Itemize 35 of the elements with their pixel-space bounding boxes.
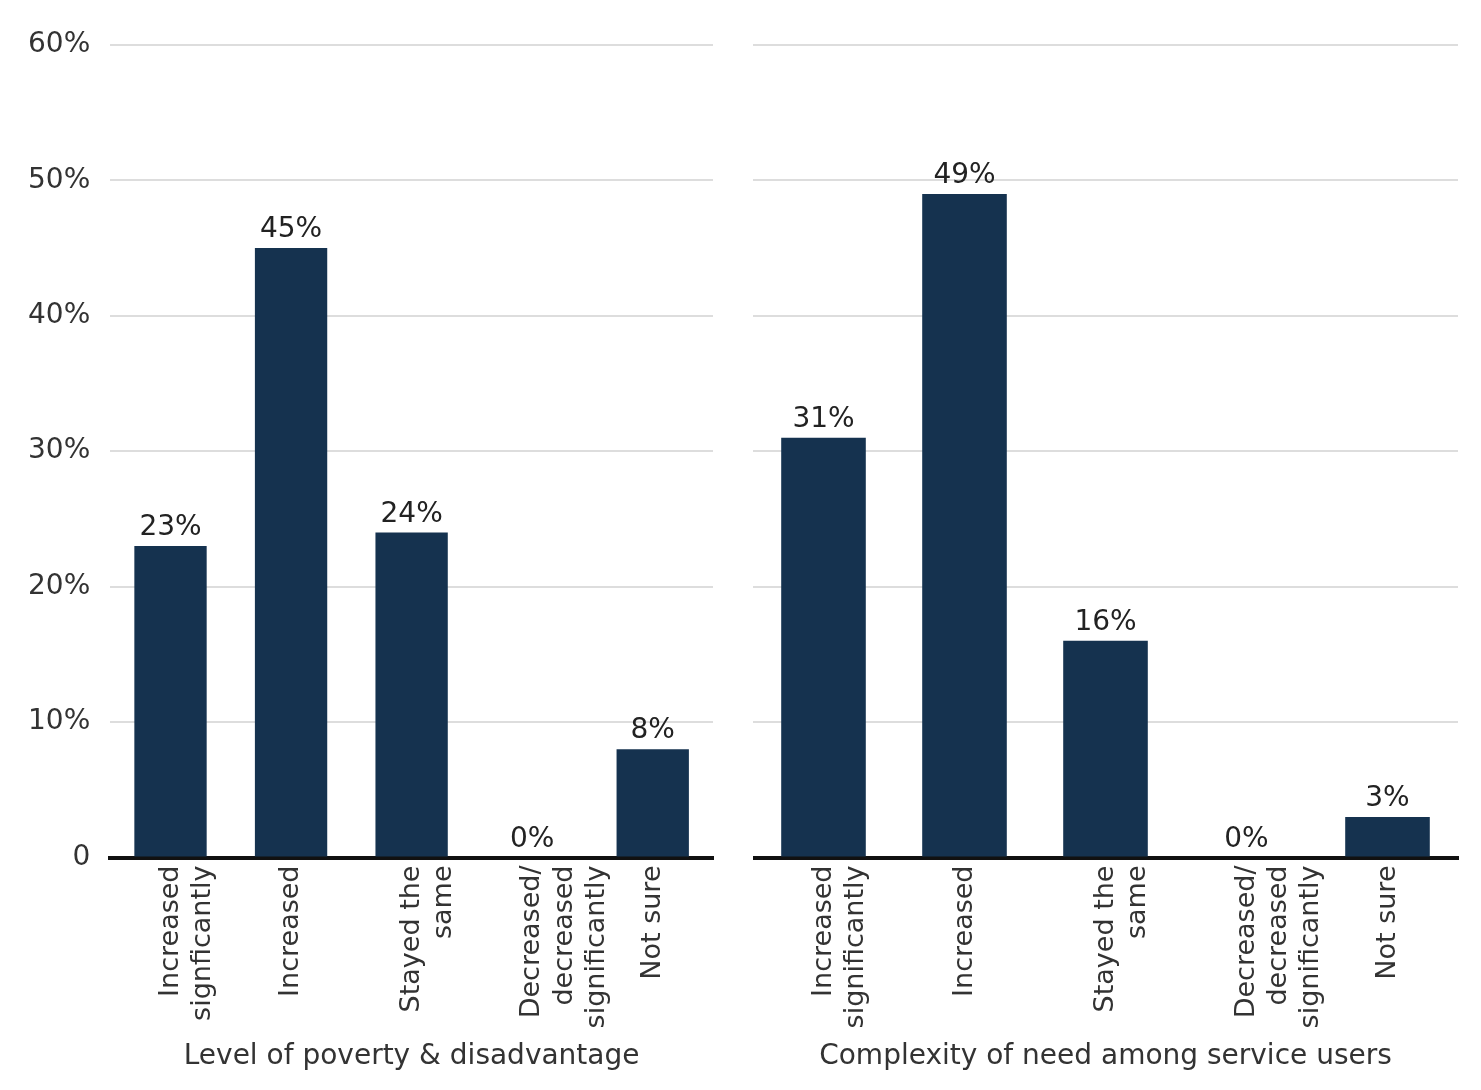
bar xyxy=(1063,640,1148,857)
x-tick-label: Increased signficantly xyxy=(152,865,216,1021)
y-tick-label: 40% xyxy=(28,296,91,330)
x-tick-label: Increased significantly xyxy=(805,865,869,1029)
data-label: 16% xyxy=(1074,604,1137,638)
x-axis-title: Level of poverty & disadvantage xyxy=(183,1038,640,1072)
data-label: 24% xyxy=(380,495,443,529)
x-tick-label: Not sure xyxy=(634,865,666,980)
data-label: 49% xyxy=(933,157,996,191)
data-label: 8% xyxy=(630,712,675,746)
y-tick-label: 20% xyxy=(28,567,91,601)
data-label: 23% xyxy=(139,509,202,543)
data-label: 45% xyxy=(259,211,323,245)
bar xyxy=(616,749,689,857)
bar xyxy=(781,437,866,857)
y-tick-label: 50% xyxy=(28,161,91,195)
y-tick-label: 0 xyxy=(72,838,91,872)
bar xyxy=(134,545,207,857)
y-tick-label: 60% xyxy=(28,26,91,60)
bar xyxy=(254,247,328,857)
x-tick-label: Increased xyxy=(946,865,978,997)
y-tick-label: 30% xyxy=(28,432,91,466)
data-label: 31% xyxy=(792,400,855,434)
data-label: 0% xyxy=(1224,820,1269,854)
x-axis-title: Complexity of need among service users xyxy=(819,1038,1392,1072)
x-tick-label: Stayed the same xyxy=(393,865,458,1013)
data-label: 0% xyxy=(509,820,555,854)
x-tick-label: Stayed the same xyxy=(1087,865,1151,1013)
bar xyxy=(375,532,448,857)
bar xyxy=(922,193,1007,857)
data-label: 3% xyxy=(1365,780,1410,814)
bar xyxy=(1345,816,1430,857)
x-tick-label: Increased xyxy=(273,865,305,997)
x-tick-label: Not sure xyxy=(1369,865,1401,980)
y-tick-label: 10% xyxy=(28,703,91,737)
